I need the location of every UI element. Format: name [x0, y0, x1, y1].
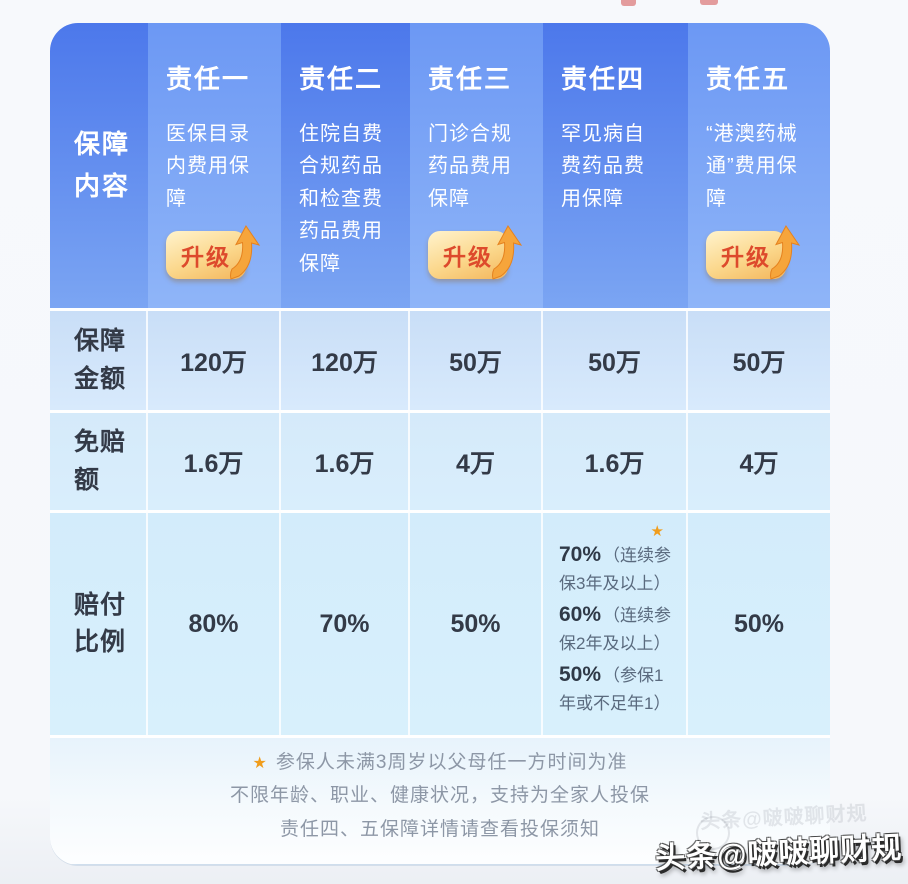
footnote-line: ★ 参保人未满3周岁以父母任一方时间为准 — [252, 752, 628, 774]
corner-label: 保障内容 — [74, 128, 131, 201]
benefit-comparison-table: 保障内容 责任一 医保目录内费用保障 升级 责任二 住院自费合规药品和检查费药品… — [50, 23, 830, 865]
cell-value: 50% — [410, 510, 543, 735]
cell-value: 1.6万 — [281, 410, 410, 510]
column-header-duty5: 责任五 “港澳药械通”费用保障 升级 — [688, 23, 830, 308]
cell-value: 70% — [281, 510, 410, 735]
cell-value: 50万 — [543, 308, 688, 410]
cell-value: 120万 — [148, 308, 281, 410]
row-label-payout-ratio: 赔付比例 — [50, 510, 148, 735]
cell-value: 4万 — [688, 410, 830, 510]
cell-value: 50% — [688, 510, 830, 735]
cell-value: 50万 — [688, 308, 830, 410]
upgrade-arrow-icon — [229, 225, 261, 280]
footnote-line: 不限年龄、职业、健康状况，支持为全家人投保 — [229, 785, 650, 807]
upgrade-badge: 升级 — [428, 225, 523, 280]
cell-value: 80% — [148, 510, 281, 735]
cropped-title-fragment — [700, 0, 718, 5]
cell-value: 4万 — [410, 410, 543, 510]
footnote-line: 责任四、五保障详情请查看投保须知 — [279, 818, 600, 840]
upgrade-arrow-icon — [769, 225, 801, 280]
payout-tier: 60% （连续参保2年及以上） — [559, 602, 672, 654]
star-icon: ★ — [252, 755, 268, 773]
payout-tier: 70% （连续参保3年及以上） — [559, 542, 672, 594]
row-label-deductible: 免赔额 — [50, 410, 148, 510]
cell-value: 120万 — [281, 308, 410, 410]
column-header-duty4: 责任四 罕见病自费药品费用保障 — [543, 23, 688, 308]
cell-value: 50万 — [410, 308, 543, 410]
upgrade-arrow-icon — [491, 225, 523, 280]
payout-tier: 50% （参保1年或不足年1） — [559, 663, 671, 714]
star-icon: ★ — [650, 523, 664, 540]
footnotes: ★ 参保人未满3周岁以父母任一方时间为准 不限年龄、职业、健康状况，支持为全家人投… — [50, 735, 830, 865]
row-label-coverage-amount: 保障金额 — [50, 308, 148, 410]
upgrade-badge: 升级 — [166, 225, 261, 280]
upgrade-badge: 升级 — [706, 225, 801, 280]
watermark: 头条@啵啵聊财规 — [654, 831, 903, 876]
column-header-duty3: 责任三 门诊合规药品费用保障 升级 — [410, 23, 543, 308]
cell-value: 1.6万 — [148, 410, 281, 510]
cell-tiered-payout: ★ 70% （连续参保3年及以上） 60% （连续参保2年及以上） 50% （参保1年… — [543, 510, 688, 735]
corner-header-cell: 保障内容 — [50, 23, 148, 308]
cell-value: 1.6万 — [543, 410, 688, 510]
column-header-duty2: 责任二 住院自费合规药品和检查费药品费用保障 — [281, 23, 410, 308]
cropped-title-fragment — [621, 0, 636, 6]
column-header-duty1: 责任一 医保目录内费用保障 升级 — [148, 23, 281, 308]
upgrade-badge-label: 升级 — [166, 231, 246, 280]
